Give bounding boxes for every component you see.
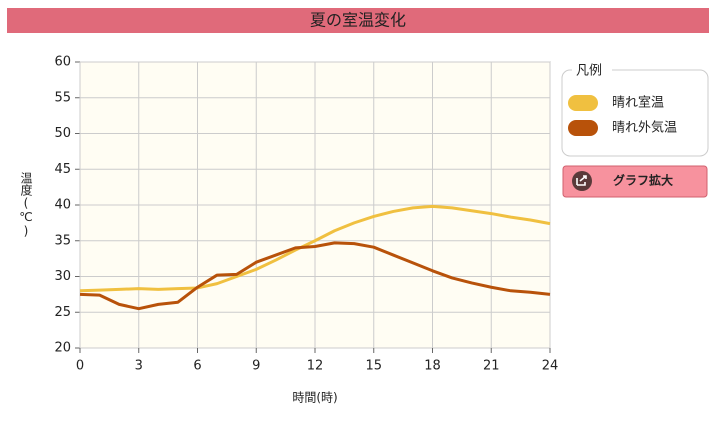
y-tick-label: 20 [54, 341, 71, 356]
y-tick-label: 50 [54, 126, 71, 141]
series-line [79, 241, 551, 311]
y-tick-label: 30 [54, 269, 71, 284]
x-tick-label: 18 [424, 359, 441, 374]
y-axis-label: 温度(℃) [19, 172, 33, 238]
chart-title: 夏の室温変化 [310, 11, 406, 30]
y-tick-label: 60 [54, 55, 71, 70]
x-tick-label: 9 [252, 359, 260, 374]
legend-label: 晴れ外気温 [612, 120, 677, 136]
x-tick-label: 21 [483, 359, 500, 374]
button-icon[interactable] [572, 171, 592, 191]
legend-title: 凡例 [576, 64, 602, 79]
x-tick-label: 0 [76, 359, 84, 374]
x-tick-label: 12 [307, 359, 324, 374]
legend-swatch [568, 120, 598, 136]
x-tick-label: 6 [193, 359, 201, 374]
legend-title-bg [572, 62, 612, 78]
button-bg[interactable] [562, 165, 708, 198]
y-tick-label: 25 [54, 305, 71, 320]
button-label[interactable]: グラフ拡大 [613, 173, 673, 188]
y-tick-label: 35 [54, 233, 71, 248]
x-tick-label: 3 [135, 359, 143, 374]
button-icon-arrow[interactable] [576, 175, 587, 186]
expand-button[interactable]: グラフ拡大 [562, 165, 708, 198]
legend-swatch [568, 95, 598, 111]
x-axis-label: 時間(時) [292, 391, 337, 405]
y-tick-label: 55 [54, 90, 71, 105]
legend-label: 晴れ室温 [612, 95, 664, 111]
x-tick-label: 15 [365, 359, 382, 374]
series-line [79, 204, 551, 293]
y-tick-label: 40 [54, 198, 71, 213]
x-tick-label: 24 [542, 359, 559, 374]
legend [561, 69, 709, 157]
title-bar [7, 8, 709, 33]
y-tick-label: 45 [54, 162, 71, 177]
